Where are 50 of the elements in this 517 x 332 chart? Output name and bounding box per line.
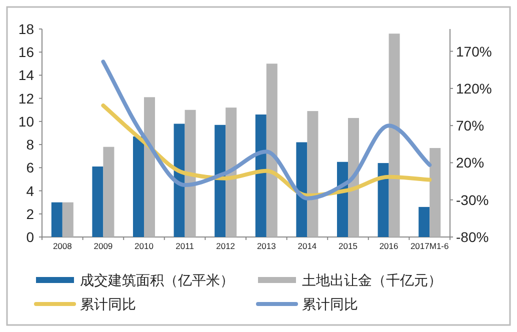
x-tick-label: 2012	[216, 241, 236, 251]
y-tick-label: 18	[18, 21, 34, 37]
x-tick-label: 2015	[338, 241, 358, 251]
y-tick-label: 10	[18, 113, 34, 130]
bar	[430, 148, 441, 237]
y2-tick-label: -30%	[456, 192, 489, 208]
bar	[296, 142, 308, 237]
y-tick-label: 12	[18, 90, 34, 106]
y2-tick-label: -80%	[456, 229, 489, 245]
y-tick-label: 0	[26, 229, 34, 245]
bar	[307, 111, 318, 237]
legend-label: 累计同比	[80, 297, 136, 313]
legend-label: 成交建筑面积（亿平米）	[80, 273, 234, 289]
bar	[144, 97, 155, 237]
bar	[226, 108, 237, 237]
line-series	[101, 60, 432, 200]
legend-label: 土地出让金（千亿元）	[302, 273, 442, 289]
bar	[388, 34, 400, 237]
bar	[92, 166, 104, 237]
bar	[103, 146, 114, 237]
bar	[133, 136, 144, 237]
y2-tick-label: 170%	[456, 43, 492, 60]
bar	[62, 202, 74, 237]
x-tick-label: 2017M1-6	[410, 241, 450, 251]
x-tick-label: 2008	[52, 241, 72, 251]
x-tick-label: 2016	[379, 241, 399, 251]
y-tick-label: 14	[18, 67, 34, 84]
y2-tick-label: 70%	[456, 118, 484, 134]
bar	[348, 118, 359, 237]
bar	[418, 206, 430, 237]
bar	[51, 202, 62, 237]
bar	[174, 124, 185, 237]
y2-tick-label: 20%	[456, 154, 484, 171]
y-tick-label: 16	[18, 44, 34, 60]
y-tick-label: 8	[26, 136, 34, 153]
x-tick-label: 2013	[256, 241, 276, 251]
bar	[378, 163, 389, 237]
y2-tick-label: 120%	[456, 80, 492, 96]
bar	[184, 110, 196, 237]
x-tick-label: 2011	[176, 241, 194, 251]
bar	[255, 114, 266, 237]
legend-label: 累计同比	[302, 297, 358, 313]
x-tick-label: 2009	[94, 241, 113, 251]
bar	[214, 124, 226, 237]
y-tick-label: 6	[26, 160, 34, 176]
y-tick-label: 2	[26, 206, 34, 222]
y-tick-label: 4	[26, 182, 34, 199]
x-tick-label: 2014	[298, 241, 317, 251]
x-tick-label: 2010	[134, 241, 154, 251]
bar	[266, 64, 278, 237]
